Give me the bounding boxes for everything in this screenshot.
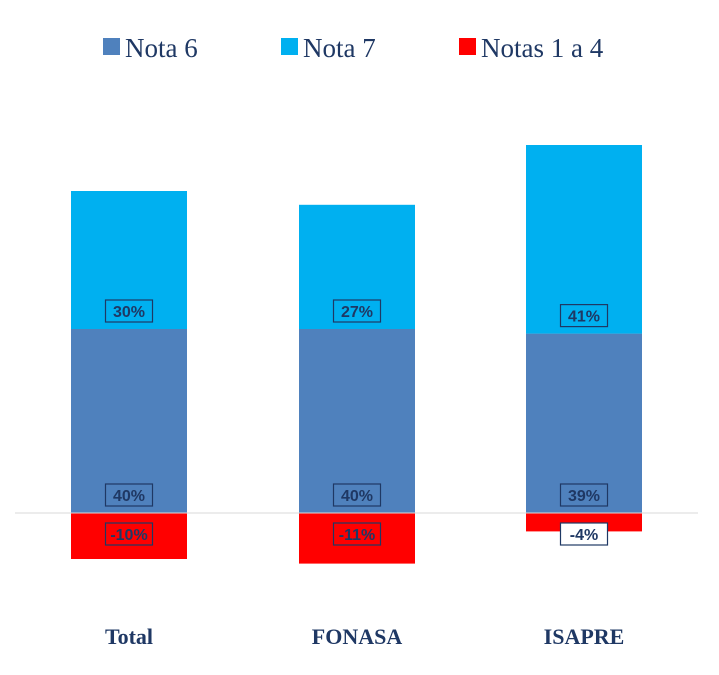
bar-notas-1-a-4-total: [71, 513, 187, 559]
value-label-nota-7-isapre: 41%: [568, 309, 600, 326]
category-label-isapre: ISAPRE: [544, 624, 625, 649]
category-label-fonasa: FONASA: [312, 624, 403, 649]
bar-nota-7-isapre: [526, 145, 642, 334]
legend-swatch-nota-6: [103, 38, 120, 55]
value-label-nota-6-fonasa: 40%: [341, 488, 373, 505]
value-label-box-nota-6-isapre: [559, 483, 609, 507]
bar-notas-1-a-4-isapre: [526, 513, 642, 532]
value-label-box-nota-7-fonasa: [332, 299, 382, 323]
category-label-total: Total: [105, 624, 153, 649]
legend-label-nota-7: Nota 7: [303, 33, 376, 63]
value-label-box-notas-1-a-4-fonasa: [332, 522, 382, 546]
value-label-box-nota-7-isapre: [559, 304, 609, 328]
value-label-notas-1-a-4-fonasa: -11%: [339, 527, 375, 544]
value-label-box-notas-1-a-4-isapre: [559, 522, 609, 546]
legend: Nota 6 Nota 7 Notas 1 a 4: [103, 33, 604, 63]
legend-label-notas-1-a-4: Notas 1 a 4: [481, 33, 604, 63]
value-label-box-nota-6-fonasa: [332, 483, 382, 507]
value-label-notas-1-a-4-isapre: -4%: [570, 527, 598, 544]
value-label-box-nota-6-total: [104, 483, 154, 507]
bars: [71, 145, 642, 564]
value-label-nota-6-isapre: 39%: [568, 488, 600, 505]
legend-label-nota-6: Nota 6: [125, 33, 198, 63]
value-label-notas-1-a-4-total: -10%: [110, 527, 147, 544]
value-label-nota-7-total: 30%: [113, 304, 145, 321]
legend-swatch-nota-7: [281, 38, 298, 55]
value-label-nota-7-fonasa: 27%: [341, 304, 373, 321]
bar-nota-6-isapre: [526, 333, 642, 513]
bar-nota-6-total: [71, 329, 187, 513]
value-label-box-nota-7-total: [104, 299, 154, 323]
value-labels: 40% 30% -10% 40% 27% -11% 39% 41% -4%: [104, 299, 609, 546]
bar-nota-6-fonasa: [299, 329, 415, 513]
value-label-box-notas-1-a-4-total: [104, 522, 154, 546]
bar-nota-7-fonasa: [299, 204, 415, 329]
legend-swatch-notas-1-a-4: [459, 38, 476, 55]
bar-notas-1-a-4-fonasa: [299, 513, 415, 564]
bar-nota-7-total: [71, 191, 187, 329]
value-label-nota-6-total: 40%: [113, 488, 145, 505]
category-labels: Total FONASA ISAPRE: [105, 624, 624, 649]
